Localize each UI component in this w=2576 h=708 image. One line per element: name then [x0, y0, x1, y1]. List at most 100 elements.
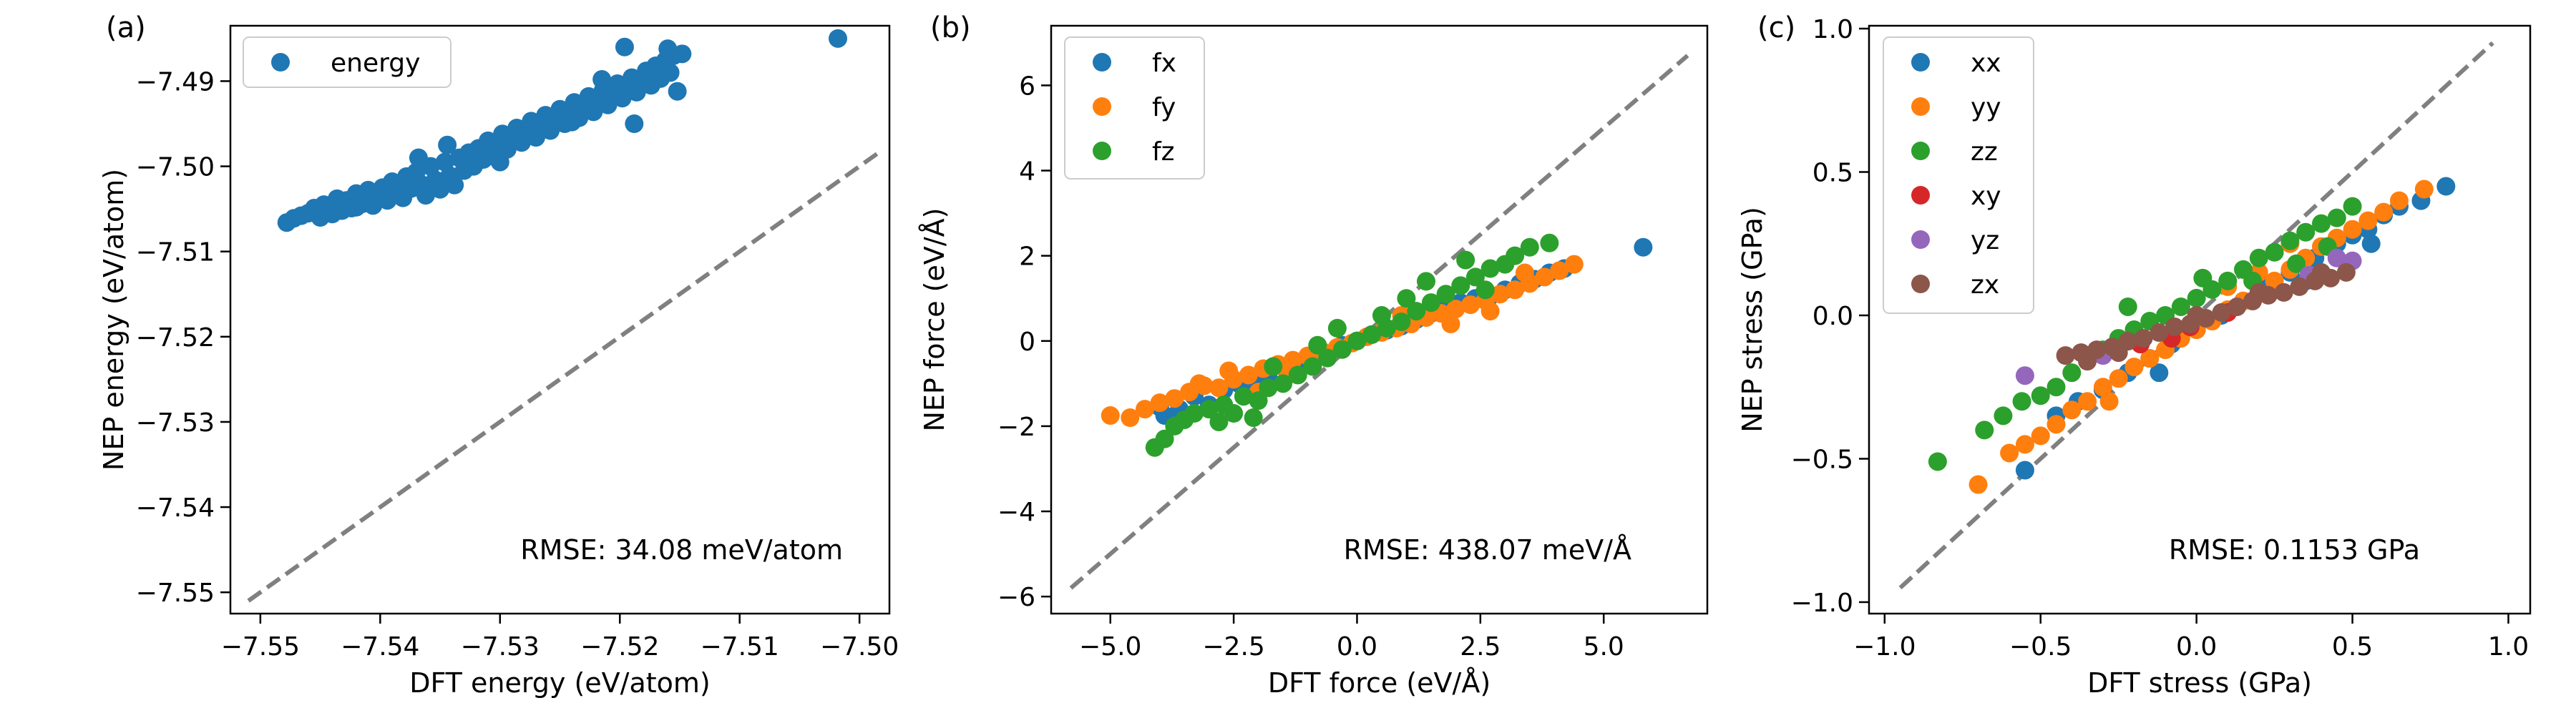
x-tick-label: −2.5 — [1202, 632, 1264, 662]
y-tick-label: 6 — [1019, 72, 1035, 101]
y-tick-label: −7.50 — [136, 153, 215, 182]
point-zz — [2280, 231, 2300, 250]
point-fy — [1101, 406, 1120, 426]
legend: fx fy fz — [1064, 36, 1205, 180]
point-fz — [1155, 429, 1174, 448]
point-zx — [2212, 303, 2231, 322]
legend: energy — [243, 36, 452, 88]
point-yy — [2124, 358, 2144, 377]
legend-label-yy: yy — [1971, 93, 2001, 122]
legend-box — [243, 36, 452, 88]
point-xx — [2015, 461, 2034, 480]
point-zx — [2150, 323, 2169, 343]
point-fy — [1219, 361, 1239, 380]
legend-label-xx: xx — [1971, 49, 2001, 78]
point-fy — [1239, 365, 1258, 385]
point-fz — [1318, 348, 1337, 368]
point-fz — [1347, 331, 1367, 350]
point-fy — [1564, 255, 1584, 274]
point-fz — [1421, 293, 1440, 313]
point-fz — [1451, 276, 1470, 295]
point-fy — [1136, 400, 1154, 419]
y-tick-label: −7.51 — [136, 238, 215, 267]
point-zz — [1994, 406, 2013, 426]
point-yy — [2000, 443, 2019, 463]
point-zx — [2249, 282, 2268, 302]
panel-a: −7.55 −7.54 −7.53 −7.52 −7.51 −7.50 −7.55 −7.54… — [98, 11, 899, 699]
x-tick-label: 5.0 — [1584, 632, 1624, 662]
point-zz — [2031, 386, 2050, 405]
point-energy — [592, 70, 612, 89]
y-axis-label: NEP energy (eV/atom) — [98, 169, 130, 471]
point-zz — [2118, 297, 2137, 316]
point-energy — [409, 148, 428, 167]
legend-marker-yy — [1911, 97, 1930, 116]
point-fz — [1520, 237, 1539, 257]
point-fy — [1535, 267, 1554, 287]
legend-label-fy: fy — [1152, 93, 1176, 122]
y-tick-label: 0.0 — [1813, 302, 1853, 331]
point-yy — [2358, 211, 2378, 230]
point-fy — [1446, 300, 1465, 319]
point-fz — [1327, 318, 1347, 338]
point-fz — [1362, 325, 1382, 344]
legend-label-xy: xy — [1971, 182, 2001, 211]
y-tick-label: 1.0 — [1813, 15, 1853, 44]
point-fz — [1372, 306, 1391, 325]
x-tick-label: −7.54 — [341, 632, 419, 662]
point-xx — [2436, 177, 2456, 196]
scatter-points — [1928, 177, 2456, 494]
y-tick-label: −7.55 — [136, 579, 215, 608]
point-fz — [1234, 387, 1253, 406]
y-tick-label: −0.5 — [1791, 445, 1853, 474]
y-tick-label: −7.54 — [136, 493, 215, 523]
point-zx — [2290, 277, 2309, 296]
point-yy — [2062, 400, 2082, 420]
point-fy — [1150, 393, 1169, 413]
point-yz — [2015, 366, 2034, 385]
reference-line — [247, 152, 879, 603]
point-fy — [1121, 408, 1140, 427]
point-zz — [2012, 392, 2031, 411]
legend-box — [1064, 36, 1205, 180]
point-energy — [658, 39, 678, 59]
legend-marker-fy — [1093, 97, 1111, 116]
point-energy — [828, 29, 847, 48]
rmse-annotation: RMSE: 438.07 meV/Å — [1344, 534, 1631, 566]
point-fz — [1436, 285, 1455, 304]
point-zx — [2134, 329, 2153, 348]
x-tick-label: −5.0 — [1079, 632, 1141, 662]
y-tick-label: −7.53 — [136, 408, 215, 438]
point-fz — [1465, 267, 1485, 287]
x-tick-label: −0.5 — [2009, 632, 2072, 662]
point-fy — [1441, 314, 1460, 333]
axes-frame — [1868, 24, 2532, 615]
y-tick-label: −2 — [997, 413, 1035, 442]
point-zx — [2187, 305, 2206, 325]
point-yy — [2109, 369, 2128, 388]
legend-label-fz: fz — [1152, 137, 1175, 167]
y-axis-label: NEP force (eV/Å) — [919, 207, 950, 431]
point-fz — [1274, 374, 1293, 393]
point-fz — [1249, 391, 1268, 410]
point-fz — [1288, 365, 1307, 385]
y-tick-label: 0 — [1019, 328, 1035, 357]
point-yy — [2140, 349, 2160, 368]
point-fz — [1332, 340, 1352, 359]
point-yy — [2015, 435, 2034, 454]
point-zz — [2343, 197, 2362, 216]
legend: xx yy zz xy yz zx — [1883, 36, 2034, 314]
point-zx — [2165, 318, 2185, 337]
point-fz — [1475, 280, 1495, 300]
x-axis-label: DFT force (eV/Å) — [1268, 667, 1491, 699]
point-energy — [438, 135, 457, 154]
point-zz — [2046, 378, 2066, 397]
point-energy — [668, 82, 687, 101]
rmse-annotation: RMSE: 34.08 meV/atom — [520, 534, 843, 566]
panel-label: (a) — [106, 11, 146, 44]
legend-marker-zx — [1911, 275, 1930, 293]
point-zz — [2249, 248, 2268, 267]
point-fx — [1634, 237, 1653, 257]
legend-label-fx: fx — [1152, 49, 1176, 78]
